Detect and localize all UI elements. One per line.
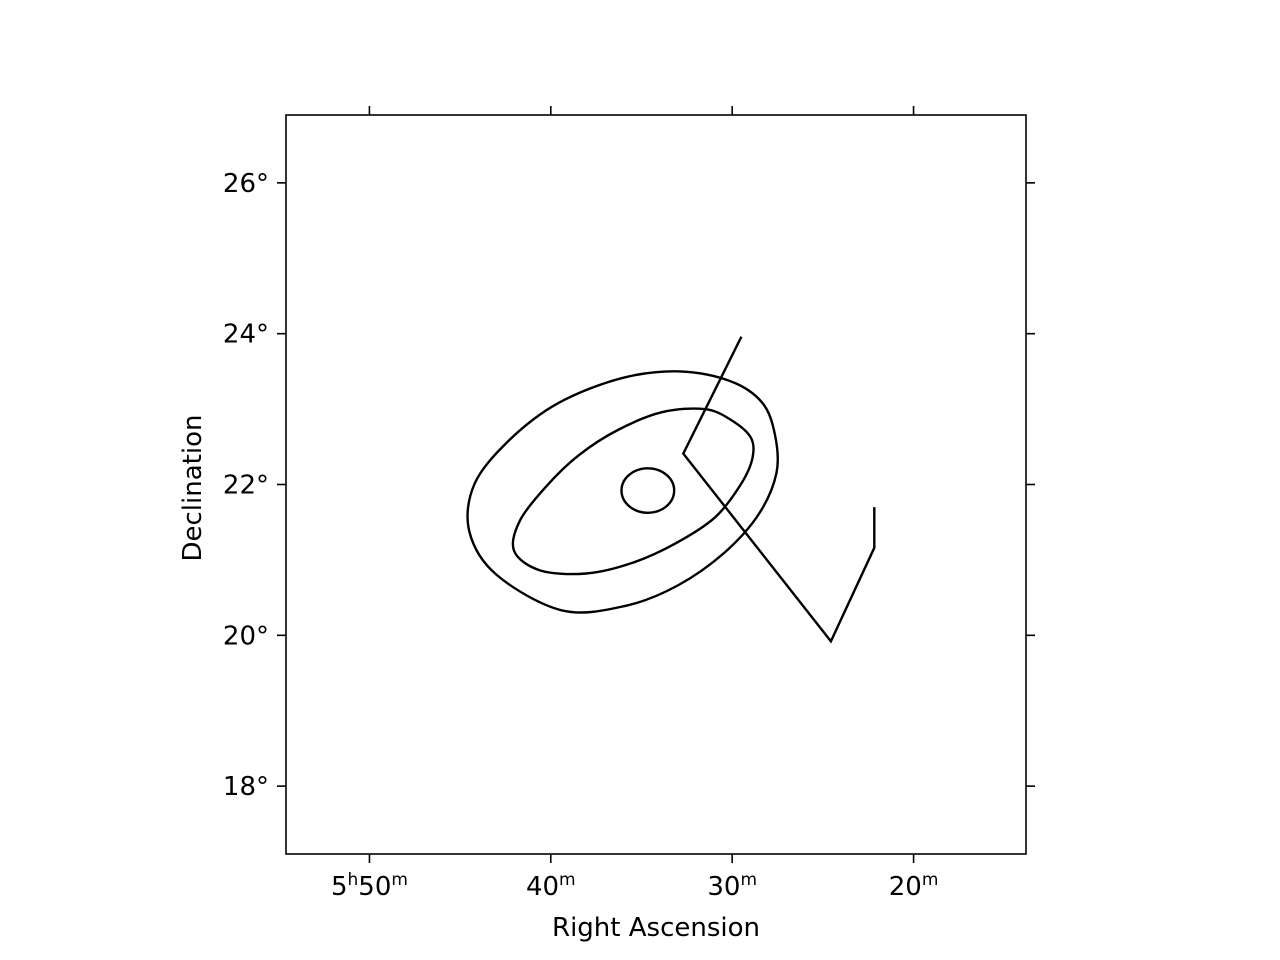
x-tick-label-1: 40m: [526, 870, 576, 902]
plot-frame: [285, 114, 1027, 855]
y-tick-label-2: 22°: [223, 471, 269, 501]
axis-ticks: 5h50m 40m 30m 20m 18° 20° 22° 24° 26°: [223, 106, 1035, 902]
y-tick-label-3: 24°: [223, 320, 269, 350]
outer-ellipse-shape: [466, 370, 780, 614]
inner-ellipse-shape: [511, 407, 755, 576]
x-tick-label-3: 20m: [889, 870, 939, 902]
y-tick-label-1: 20°: [223, 621, 269, 651]
y-tick-label-4: 26°: [223, 169, 269, 199]
rectangle-shape: [681, 336, 876, 644]
x-axis-label: Right Ascension: [552, 913, 760, 943]
y-axis-label: Declination: [178, 415, 208, 562]
y-tick-label-0: 18°: [223, 772, 269, 802]
x-tick-label-2: 30m: [707, 870, 757, 902]
circle-shape: [620, 467, 676, 514]
region-shapes: [466, 336, 876, 644]
x-tick-label-0: 5h50m: [331, 870, 408, 902]
